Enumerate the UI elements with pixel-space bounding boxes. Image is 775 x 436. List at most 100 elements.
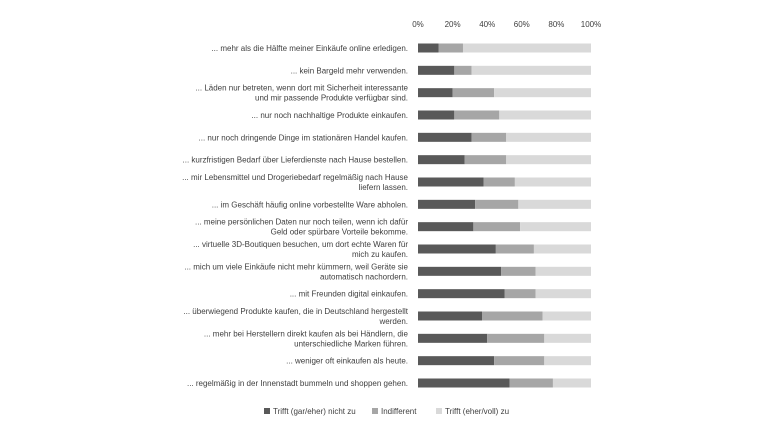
category-label-line: ... mit Freunden digital einkaufen. <box>290 290 408 299</box>
legend-label: Indifferent <box>381 407 417 416</box>
category-label-line: ... mehr als die Hälfte meiner Einkäufe … <box>211 44 408 53</box>
bar-segment <box>494 356 545 366</box>
bar-segment <box>504 289 536 299</box>
category-label: ... kein Bargeld mehr verwenden. <box>291 66 408 75</box>
legend-swatch <box>372 408 378 414</box>
category-label-line: und mir passende Produkte verfügbar sind… <box>255 94 408 103</box>
bar-segment <box>471 65 591 75</box>
bar-segment <box>418 244 496 254</box>
bar-segment <box>418 177 484 187</box>
category-label-line: unterschiedliche Marken führen. <box>294 339 408 348</box>
legend-label: Trifft (eher/voll) zu <box>445 407 509 416</box>
bar-segment <box>462 43 591 53</box>
bar-segment <box>535 266 591 276</box>
legend-swatch <box>264 408 270 414</box>
x-tick-label: 40% <box>479 20 495 29</box>
category-label-line: ... regelmäßig in der Innenstadt bummeln… <box>187 379 408 388</box>
bar-segment <box>452 88 495 98</box>
bar-segment <box>418 378 510 388</box>
category-label-line: ... mich um viele Einkäufe nicht mehr kü… <box>184 262 408 271</box>
category-label-line: ... im Geschäft häufig online vorbestell… <box>212 200 408 209</box>
category-label: ... weniger oft einkaufen als heute. <box>286 357 408 366</box>
x-tick-label: 60% <box>514 20 530 29</box>
bar-segment <box>418 43 439 53</box>
bar-segment <box>418 155 465 165</box>
bar-segment <box>471 132 507 142</box>
legend-swatch <box>436 408 442 414</box>
bar-segment <box>494 88 591 98</box>
bar-segment <box>473 222 521 232</box>
bar-segment <box>454 110 500 120</box>
category-label-line: werden. <box>379 317 408 326</box>
category-label: ... regelmäßig in der Innenstadt bummeln… <box>187 379 408 388</box>
bar-segment <box>501 266 536 276</box>
bar-segment <box>475 199 519 209</box>
category-label-line: mich zu kaufen. <box>352 250 408 259</box>
bar-segment <box>418 65 455 75</box>
x-axis-ticks: 0% 20% 40% 60% 80% 100% <box>412 20 601 29</box>
bar-segment <box>483 177 515 187</box>
bar-segment <box>418 110 455 120</box>
category-label-line: ... mehr bei Herstellern direkt kaufen a… <box>204 329 409 338</box>
bar-segment <box>418 356 495 366</box>
bar-segment <box>487 333 545 343</box>
category-label: ... nur noch dringende Dinge im stationä… <box>199 133 408 142</box>
category-label-line: ... nur noch nachhaltige Produkte einkau… <box>251 111 408 120</box>
bar-segment <box>506 155 591 165</box>
bar-segment <box>418 266 502 276</box>
category-label: ... mich um viele Einkäufe nicht mehr kü… <box>184 262 408 281</box>
category-label-line: ... mir Lebensmittel und Drogeriebedarf … <box>182 173 408 182</box>
x-tick-label: 0% <box>412 20 424 29</box>
x-tick-label: 20% <box>445 20 461 29</box>
category-label-line: ... weniger oft einkaufen als heute. <box>286 357 408 366</box>
bar-segment <box>514 177 591 187</box>
category-label-line: ... kurzfristigen Bedarf über Lieferdien… <box>183 156 408 165</box>
category-label: ... mehr als die Hälfte meiner Einkäufe … <box>211 44 408 53</box>
bars <box>418 43 591 388</box>
category-label: ... überwiegend Produkte kaufen, die in … <box>183 307 408 326</box>
bar-segment <box>418 333 488 343</box>
bar-segment <box>552 378 591 388</box>
bar-segment <box>418 88 453 98</box>
category-label: ... meine persönlichen Daten nur noch te… <box>195 218 408 237</box>
bar-segment <box>454 65 472 75</box>
category-label: ... im Geschäft häufig online vorbestell… <box>212 200 408 209</box>
category-label: ... Läden nur betreten, wenn dort mit Si… <box>195 84 408 103</box>
category-labels: ... mehr als die Hälfte meiner Einkäufe … <box>182 44 409 388</box>
category-label-line: ... Läden nur betreten, wenn dort mit Si… <box>195 84 408 93</box>
bar-segment <box>418 222 474 232</box>
bar-segment <box>418 199 476 209</box>
category-label: ... nur noch nachhaltige Produkte einkau… <box>251 111 408 120</box>
bar-segment <box>533 244 591 254</box>
bar-segment <box>544 333 591 343</box>
category-label-line: ... überwiegend Produkte kaufen, die in … <box>183 307 408 316</box>
bar-segment <box>418 311 483 321</box>
bar-segment <box>520 222 591 232</box>
x-tick-label: 80% <box>548 20 564 29</box>
bar-segment <box>495 244 534 254</box>
bar-segment <box>542 311 591 321</box>
category-label: ... mehr bei Herstellern direkt kaufen a… <box>204 329 409 348</box>
category-label-line: ... kein Bargeld mehr verwenden. <box>291 66 408 75</box>
category-label: ... mit Freunden digital einkaufen. <box>290 290 408 299</box>
category-label-line: automatisch nachordern. <box>320 272 408 281</box>
category-label-line: ... meine persönlichen Daten nur noch te… <box>195 218 408 227</box>
x-tick-label: 100% <box>581 20 601 29</box>
bar-segment <box>418 132 472 142</box>
bar-segment <box>506 132 591 142</box>
category-label: ... mir Lebensmittel und Drogeriebedarf … <box>182 173 408 192</box>
category-label-line: ... virtuelle 3D-Boutiquen besuchen, um … <box>193 240 408 249</box>
legend-label: Trifft (gar/eher) nicht zu <box>273 407 356 416</box>
bar-segment <box>482 311 543 321</box>
category-label: ... virtuelle 3D-Boutiquen besuchen, um … <box>193 240 408 259</box>
bar-segment <box>509 378 553 388</box>
bar-segment <box>438 43 463 53</box>
legend: Trifft (gar/eher) nicht zu Indifferent Tri… <box>264 407 509 416</box>
bar-segment <box>518 199 591 209</box>
bar-segment <box>535 289 591 299</box>
category-label-line: liefern lassen. <box>359 183 408 192</box>
category-label-line: Geld oder spürbare Vorteile bekomme. <box>271 228 408 237</box>
bar-segment <box>499 110 591 120</box>
bar-segment <box>418 289 505 299</box>
